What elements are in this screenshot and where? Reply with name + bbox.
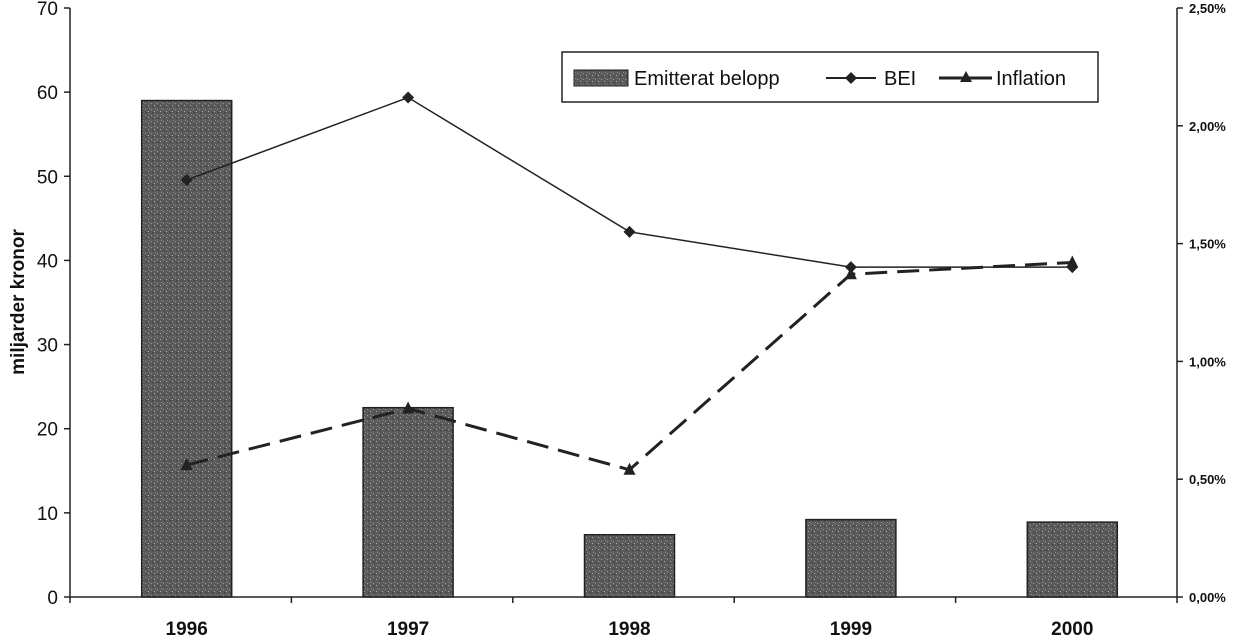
legend-label-inflation: Inflation bbox=[996, 68, 1066, 90]
x-tick-label: 1998 bbox=[608, 619, 650, 639]
y2-tick-label: 2,00% bbox=[1189, 119, 1226, 134]
y2-tick-label: 1,50% bbox=[1189, 237, 1226, 252]
y2-tick-label: 2,50% bbox=[1189, 1, 1226, 16]
point-bei-1998 bbox=[623, 225, 636, 238]
legend-swatch-emitterat bbox=[573, 69, 629, 87]
point-bei-1999 bbox=[844, 261, 857, 274]
x-tick-label: 2000 bbox=[1051, 619, 1093, 639]
y-tick-label: 70 bbox=[37, 0, 58, 20]
bar-1999 bbox=[805, 518, 897, 598]
legend-label-emitterat: Emitterat belopp bbox=[634, 68, 780, 90]
legend-triangle-icon bbox=[960, 71, 972, 82]
y-axis-label: miljarder kronor bbox=[8, 229, 29, 375]
bar-1997 bbox=[362, 406, 454, 598]
point-inflation-1996 bbox=[180, 458, 193, 471]
axes: 0 10 20 30 40 50 60 70 0,00% 0,50% 1,00% 1,50% 2,00%… bbox=[37, 0, 1226, 640]
y-tick-label: 10 bbox=[37, 504, 58, 525]
y-tick-label: 30 bbox=[37, 336, 58, 357]
line-bei bbox=[186, 96, 1073, 268]
y-tick-label: 0 bbox=[47, 588, 58, 609]
legend-diamond-icon bbox=[845, 72, 857, 84]
line-inflation bbox=[186, 260, 1073, 472]
point-inflation-1997 bbox=[402, 401, 415, 414]
bar-2000 bbox=[1026, 521, 1119, 598]
point-bei-1996 bbox=[180, 173, 193, 186]
y2-tick-label: 0,50% bbox=[1189, 472, 1226, 487]
y-tick-label: 60 bbox=[37, 83, 58, 104]
bars bbox=[140, 99, 1119, 598]
x-tick-label: 1996 bbox=[166, 619, 208, 639]
legend: Emitterat belopp BEI Inflation bbox=[561, 51, 1099, 103]
y-tick-label: 50 bbox=[37, 167, 58, 188]
point-bei-1997 bbox=[402, 91, 415, 104]
y-tick-label: 20 bbox=[37, 420, 58, 441]
y2-tick-label: 1,00% bbox=[1189, 354, 1226, 369]
bar-1998 bbox=[583, 533, 676, 598]
point-inflation-2000 bbox=[1066, 255, 1079, 268]
x-tick-label: 1999 bbox=[830, 619, 872, 639]
point-inflation-1998 bbox=[623, 462, 636, 475]
lines bbox=[180, 91, 1079, 475]
y2-tick-label: 0,00% bbox=[1189, 590, 1226, 605]
x-tick-label: 1997 bbox=[387, 619, 429, 639]
y-tick-label: 40 bbox=[37, 251, 58, 272]
legend-label-bei: BEI bbox=[884, 68, 916, 90]
point-inflation-1999 bbox=[844, 267, 857, 280]
